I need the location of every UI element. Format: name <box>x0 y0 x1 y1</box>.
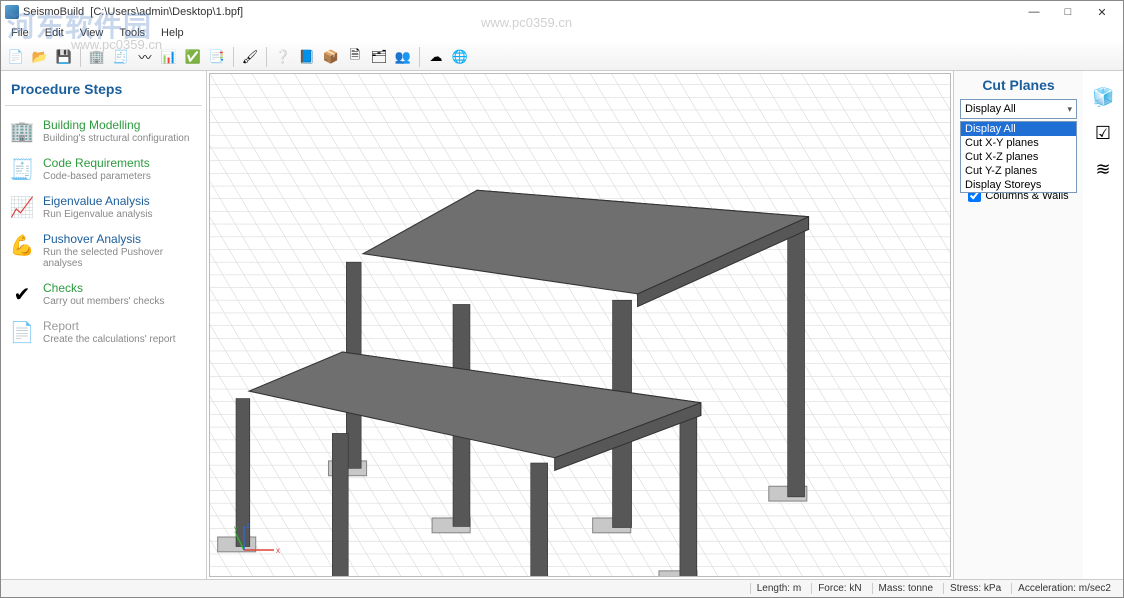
toolbar: 📄📂💾🏢🧾〰📊✅📑🖌❔📘📦🗎🗂👥☁🌐 <box>1 43 1123 71</box>
step-desc: Create the calculations' report <box>43 334 198 345</box>
minimize-button[interactable]: — <box>1017 2 1051 22</box>
dropdown-option[interactable]: Cut X-Z planes <box>961 150 1076 164</box>
procedure-steps-title: Procedure Steps <box>5 77 202 106</box>
status-length: Length: m <box>750 583 807 594</box>
step-icon: 📈 <box>9 194 35 220</box>
dropdown-option[interactable]: Cut X-Y planes <box>961 136 1076 150</box>
cut-planes-dropdown[interactable]: Display AllCut X-Y planesCut X-Z planesC… <box>960 121 1077 193</box>
grid-floor <box>210 74 950 577</box>
dropdown-option[interactable]: Display All <box>961 122 1076 136</box>
toolbar-separator <box>419 47 420 67</box>
step-code-requirements[interactable]: 🧾 Code Requirements Code-based parameter… <box>5 150 202 188</box>
status-stress: Stress: kPa <box>943 583 1007 594</box>
axis-indicator: x y z <box>234 520 282 562</box>
toolbar-paint-button[interactable]: 🖌 <box>239 46 261 68</box>
toolbar-new-button[interactable]: 📄 <box>5 46 27 68</box>
toolbar-box-button[interactable]: 📦 <box>320 46 342 68</box>
svg-text:y: y <box>234 524 238 533</box>
side-tool-icon[interactable]: 🧊 <box>1092 87 1114 109</box>
maximize-button[interactable]: □ <box>1051 2 1085 22</box>
step-title: Eigenvalue Analysis <box>43 194 198 208</box>
procedure-steps-panel: Procedure Steps 🏢 Building Modelling Bui… <box>1 71 207 579</box>
side-icon-rail: 🧊 ☑ ≋ <box>1083 71 1123 579</box>
step-icon: 🏢 <box>9 118 35 144</box>
cut-planes-combo[interactable]: Display All ▾ <box>960 99 1077 119</box>
cut-planes-selected: Display All <box>965 103 1016 115</box>
svg-text:z: z <box>246 521 250 530</box>
step-checks[interactable]: ✔ Checks Carry out members' checks <box>5 275 202 313</box>
side-tool-icon[interactable]: ≋ <box>1092 159 1114 181</box>
step-desc: Run the selected Pushover analyses <box>43 247 198 269</box>
step-title: Pushover Analysis <box>43 232 198 246</box>
toolbar-help-button[interactable]: ❔ <box>272 46 294 68</box>
side-tool-icon[interactable]: ☑ <box>1092 123 1114 145</box>
watermark-url2: www.pc0359.cn <box>481 15 572 30</box>
step-icon: 📄 <box>9 319 35 345</box>
cut-planes-title: Cut Planes <box>960 77 1077 93</box>
toolbar-globe-button[interactable]: 🌐 <box>449 46 471 68</box>
viewport-3d[interactable]: x y z <box>209 73 951 577</box>
close-button[interactable]: ✕ <box>1085 2 1119 22</box>
step-icon: 💪 <box>9 232 35 258</box>
step-title: Building Modelling <box>43 118 198 132</box>
dropdown-option[interactable]: Display Storeys <box>961 178 1076 192</box>
step-title: Checks <box>43 281 198 295</box>
statusbar: Length: m Force: kN Mass: tonne Stress: … <box>1 579 1123 597</box>
step-report[interactable]: 📄 Report Create the calculations' report <box>5 313 202 351</box>
toolbar-folder-button[interactable]: 🗂 <box>368 46 390 68</box>
watermark-url: www.pc0359.cn <box>71 37 162 52</box>
status-mass: Mass: tonne <box>872 583 939 594</box>
cut-planes-panel: Cut Planes Display All ▾ Display AllCut … <box>953 71 1083 579</box>
chevron-down-icon: ▾ <box>1067 104 1072 115</box>
step-desc: Run Eigenvalue analysis <box>43 209 198 220</box>
toolbar-separator <box>233 47 234 67</box>
toolbar-book-button[interactable]: 📘 <box>296 46 318 68</box>
toolbar-report-button[interactable]: 📑 <box>206 46 228 68</box>
step-building-modelling[interactable]: 🏢 Building Modelling Building's structur… <box>5 112 202 150</box>
step-desc: Building's structural configuration <box>43 133 198 144</box>
step-desc: Carry out members' checks <box>43 296 198 307</box>
status-force: Force: kN <box>811 583 867 594</box>
step-icon: ✔ <box>9 281 35 307</box>
status-accel: Acceleration: m/sec2 <box>1011 583 1117 594</box>
toolbar-users-button[interactable]: 👥 <box>392 46 414 68</box>
step-desc: Code-based parameters <box>43 171 198 182</box>
svg-text:x: x <box>276 546 280 555</box>
toolbar-csv-button[interactable]: 🗎 <box>344 46 366 68</box>
step-title: Code Requirements <box>43 156 198 170</box>
dropdown-option[interactable]: Cut Y-Z planes <box>961 164 1076 178</box>
toolbar-separator <box>266 47 267 67</box>
toolbar-cloud-button[interactable]: ☁ <box>425 46 447 68</box>
step-icon: 🧾 <box>9 156 35 182</box>
step-pushover-analysis[interactable]: 💪 Pushover Analysis Run the selected Pus… <box>5 226 202 275</box>
toolbar-open-button[interactable]: 📂 <box>29 46 51 68</box>
step-title: Report <box>43 319 198 333</box>
toolbar-check-button[interactable]: ✅ <box>182 46 204 68</box>
step-eigenvalue-analysis[interactable]: 📈 Eigenvalue Analysis Run Eigenvalue ana… <box>5 188 202 226</box>
